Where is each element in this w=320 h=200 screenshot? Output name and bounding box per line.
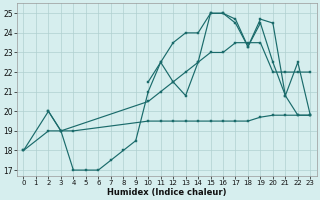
X-axis label: Humidex (Indice chaleur): Humidex (Indice chaleur) [107,188,227,197]
